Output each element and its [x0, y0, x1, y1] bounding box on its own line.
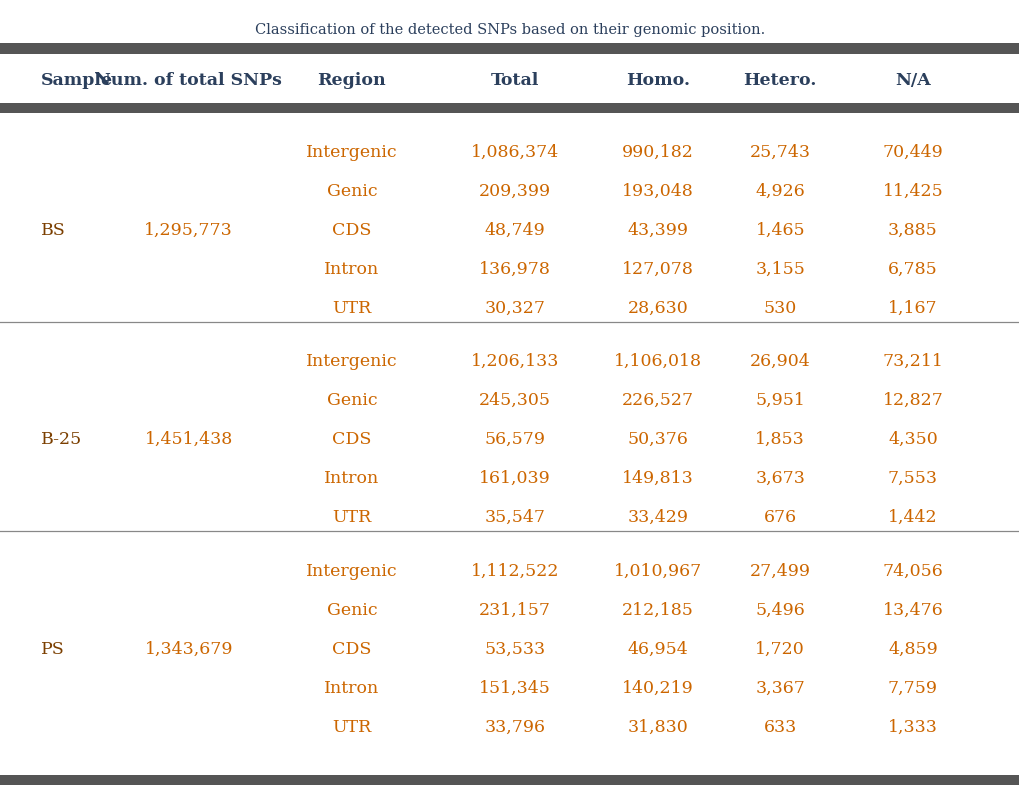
Text: Classification of the detected SNPs based on their genomic position.: Classification of the detected SNPs base… — [255, 22, 764, 37]
Text: Genic: Genic — [326, 392, 377, 409]
Text: Total: Total — [490, 71, 539, 89]
Text: 990,182: 990,182 — [622, 144, 693, 161]
Text: 46,954: 46,954 — [627, 640, 688, 657]
Text: 28,630: 28,630 — [627, 300, 688, 316]
Text: N/A: N/A — [894, 71, 930, 89]
Text: 33,796: 33,796 — [484, 718, 545, 735]
Text: 27,499: 27,499 — [749, 562, 810, 579]
Text: Intergenic: Intergenic — [306, 353, 397, 369]
Text: CDS: CDS — [332, 640, 371, 657]
Text: 43,399: 43,399 — [627, 222, 688, 238]
Text: 245,305: 245,305 — [479, 392, 550, 409]
Text: 1,106,018: 1,106,018 — [613, 353, 701, 369]
Text: CDS: CDS — [332, 430, 371, 447]
Text: 1,010,967: 1,010,967 — [613, 562, 701, 579]
Bar — [0, 104, 1019, 114]
Text: BS: BS — [41, 222, 65, 238]
Text: 7,759: 7,759 — [887, 679, 937, 695]
Text: 56,579: 56,579 — [484, 430, 545, 447]
Text: 1,720: 1,720 — [755, 640, 804, 657]
Text: 1,465: 1,465 — [755, 222, 804, 238]
Text: Homo.: Homo. — [626, 71, 689, 89]
Text: 13,476: 13,476 — [881, 601, 943, 618]
Text: Intron: Intron — [324, 260, 379, 277]
Text: 26,904: 26,904 — [749, 353, 810, 369]
Text: Region: Region — [317, 71, 386, 89]
Text: 3,155: 3,155 — [755, 260, 804, 277]
Text: 11,425: 11,425 — [881, 182, 943, 199]
Bar — [0, 44, 1019, 55]
Text: Intergenic: Intergenic — [306, 562, 397, 579]
Text: 1,333: 1,333 — [888, 718, 936, 735]
Text: 35,547: 35,547 — [484, 508, 545, 525]
Text: 4,859: 4,859 — [888, 640, 936, 657]
Text: 12,827: 12,827 — [881, 392, 943, 409]
Text: UTR: UTR — [332, 718, 371, 735]
Text: 1,206,133: 1,206,133 — [471, 353, 558, 369]
Text: 5,496: 5,496 — [755, 601, 804, 618]
Text: Genic: Genic — [326, 182, 377, 199]
Text: 74,056: 74,056 — [881, 562, 943, 579]
Text: 209,399: 209,399 — [479, 182, 550, 199]
Text: 1,853: 1,853 — [755, 430, 804, 447]
Text: 1,112,522: 1,112,522 — [471, 562, 558, 579]
Text: Sample: Sample — [41, 71, 113, 89]
Text: B-25: B-25 — [41, 430, 82, 447]
Text: 226,527: 226,527 — [622, 392, 693, 409]
Text: 140,219: 140,219 — [622, 679, 693, 695]
Text: CDS: CDS — [332, 222, 371, 238]
Text: 212,185: 212,185 — [622, 601, 693, 618]
Text: 1,295,773: 1,295,773 — [144, 222, 233, 238]
Text: 4,350: 4,350 — [888, 430, 936, 447]
Text: 676: 676 — [763, 508, 796, 525]
Text: Hetero.: Hetero. — [743, 71, 816, 89]
Text: 161,039: 161,039 — [479, 470, 550, 487]
Text: UTR: UTR — [332, 508, 371, 525]
Text: 127,078: 127,078 — [622, 260, 693, 277]
Text: 5,951: 5,951 — [755, 392, 804, 409]
Text: Intron: Intron — [324, 470, 379, 487]
Text: 193,048: 193,048 — [622, 182, 693, 199]
Text: 1,086,374: 1,086,374 — [471, 144, 558, 161]
Text: 1,442: 1,442 — [888, 508, 936, 525]
Text: 3,885: 3,885 — [888, 222, 936, 238]
Text: 48,749: 48,749 — [484, 222, 545, 238]
Text: 530: 530 — [763, 300, 796, 316]
Text: 231,157: 231,157 — [479, 601, 550, 618]
Text: 3,367: 3,367 — [755, 679, 804, 695]
Text: 70,449: 70,449 — [881, 144, 943, 161]
Text: Intergenic: Intergenic — [306, 144, 397, 161]
Text: 25,743: 25,743 — [749, 144, 810, 161]
Text: 7,553: 7,553 — [887, 470, 937, 487]
Text: Genic: Genic — [326, 601, 377, 618]
Text: PS: PS — [41, 640, 64, 657]
Text: 633: 633 — [763, 718, 796, 735]
Text: 1,167: 1,167 — [888, 300, 936, 316]
Text: 1,451,438: 1,451,438 — [145, 430, 232, 447]
Text: 73,211: 73,211 — [881, 353, 943, 369]
Text: 6,785: 6,785 — [888, 260, 936, 277]
Text: 3,673: 3,673 — [755, 470, 804, 487]
Text: 151,345: 151,345 — [479, 679, 550, 695]
Text: UTR: UTR — [332, 300, 371, 316]
Text: 149,813: 149,813 — [622, 470, 693, 487]
Text: Num. of total SNPs: Num. of total SNPs — [95, 71, 282, 89]
Text: 50,376: 50,376 — [627, 430, 688, 447]
Text: 30,327: 30,327 — [484, 300, 545, 316]
Text: 33,429: 33,429 — [627, 508, 688, 525]
Text: 31,830: 31,830 — [627, 718, 688, 735]
Text: Intron: Intron — [324, 679, 379, 695]
Bar — [0, 775, 1019, 785]
Text: 4,926: 4,926 — [755, 182, 804, 199]
Text: 136,978: 136,978 — [479, 260, 550, 277]
Text: 53,533: 53,533 — [484, 640, 545, 657]
Text: 1,343,679: 1,343,679 — [145, 640, 232, 657]
